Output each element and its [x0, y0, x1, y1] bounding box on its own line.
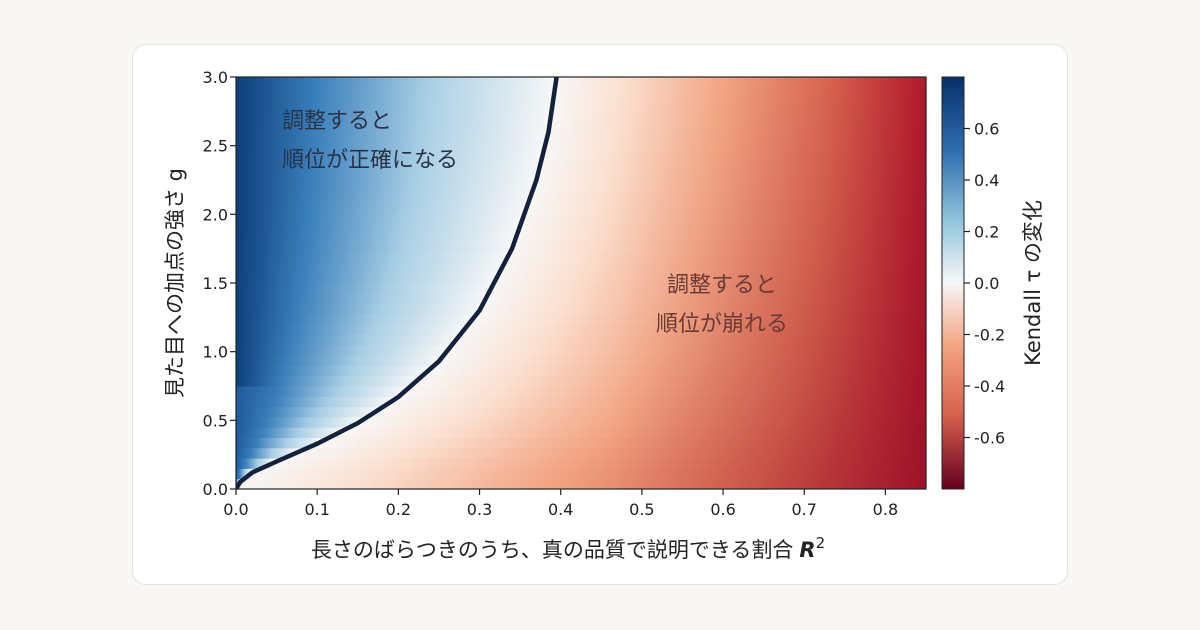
x-tick-label: 0.0 [223, 500, 248, 519]
y-axis-label: 見た目への加点の強さ g [163, 168, 187, 398]
y-tick-label: 2.0 [203, 205, 228, 224]
heatmap-shade [236, 77, 926, 489]
x-tick-label: 0.8 [873, 500, 898, 519]
x-axis: 0.0 0.1 0.2 0.3 0.4 0.5 0.6 0.7 0.8 [223, 489, 898, 519]
colorbar-tick-label: 0.2 [974, 223, 999, 242]
x-axis-label: 長さのばらつきのうち、真の品質で説明できる割合 R2 [311, 534, 825, 562]
x-tick-label: 0.4 [548, 500, 573, 519]
colorbar-tick-label: -0.4 [974, 377, 1005, 396]
zero-contour-line [236, 77, 559, 489]
y-tick-label: 3.0 [203, 68, 228, 87]
colorbar-tick-label: 0.6 [974, 120, 999, 139]
x-tick-label: 0.7 [792, 500, 817, 519]
y-tick-label: 1.5 [203, 274, 228, 293]
colorbar-ticks: 0.6 0.4 0.2 0.0 -0.2 -0.4 -0.6 [964, 120, 1005, 448]
annotation-improves-line: 調整すると [282, 109, 392, 134]
x-tick-label: 0.3 [467, 500, 492, 519]
y-tick-label: 0.5 [203, 411, 228, 430]
colorbar-tick-label: 0.0 [974, 274, 999, 293]
heatmap-field [236, 77, 926, 489]
colorbar-tick-label: 0.4 [974, 171, 999, 190]
colorbar-label: Kendall τ の変化 [1021, 200, 1045, 366]
x-tick-label: 0.1 [304, 500, 329, 519]
annotation-degrades-line: 調整すると [667, 273, 777, 298]
y-axis: 0.0 0.5 1.0 1.5 2.0 2.5 3.0 [203, 68, 236, 499]
colorbar-tick-label: -0.6 [974, 429, 1005, 448]
annotation-degrades-line: 順位が崩れる [656, 312, 788, 337]
y-tick-label: 2.5 [203, 137, 228, 156]
y-tick-label: 0.0 [203, 480, 228, 499]
x-tick-label: 0.2 [386, 500, 411, 519]
colorbar-tick-label: -0.2 [974, 326, 1005, 345]
colorbar [941, 76, 965, 490]
x-tick-label: 0.5 [629, 500, 654, 519]
y-tick-label: 1.0 [203, 343, 228, 362]
x-tick-label: 0.6 [710, 500, 735, 519]
annotation-improves-line: 順位が正確になる [282, 148, 458, 173]
